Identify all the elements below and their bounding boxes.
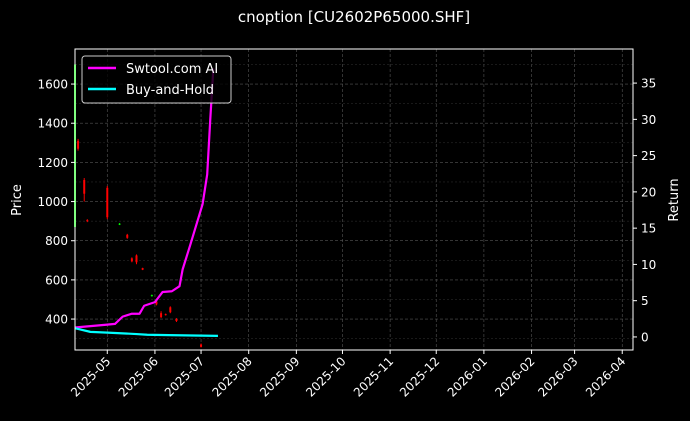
candle-body [106,187,109,218]
grid [75,49,633,350]
y2-tick-label: 30 [641,113,656,127]
x-tick-label: 2025-07 [162,354,207,399]
y-tick-label: 1400 [37,117,68,131]
y-axis-right: 0 5 10 15 20 25 30 35 [633,77,656,344]
x-axis: 2025-05 2025-06 2025-07 2025-08 2025-09 2025-… [68,350,628,400]
candle-body [155,301,158,305]
candle-body [164,314,167,316]
candle-body [83,180,86,194]
x-tick-label: 2025-08 [209,354,254,399]
y-tick-label: 1600 [37,78,68,92]
candle-body [200,344,203,347]
candle-body [175,319,178,322]
candle-body [135,255,138,263]
y2-tick-label: 35 [641,77,656,91]
legend: Swtool.com AI Buy-and-Hold [81,55,232,104]
y2-tick-label: 5 [641,294,649,308]
x-tick-label: 2026-02 [492,354,537,399]
candle-body [169,307,172,313]
x-tick-label: 2026-04 [583,354,628,399]
y2-tick-label: 15 [641,222,656,236]
x-tick-label: 2025-12 [397,354,442,399]
candle-body [150,295,153,297]
y2-tick-label: 10 [641,258,656,272]
series-line-strategy [74,68,215,329]
legend-label-strategy: Swtool.com AI [126,62,218,77]
x-tick-label: 2025-11 [351,354,396,399]
candles [74,62,203,348]
y2-tick-label: 0 [641,330,649,344]
x-tick-label: 2026-01 [445,354,490,399]
x-tick-label: 2025-06 [116,354,161,399]
x-tick-label: 2025-09 [257,354,302,399]
candle-body [86,220,89,222]
legend-label-buyhold: Buy-and-Hold [126,83,214,98]
chart-title: cnoption [CU2602P65000.SHF] [238,8,470,26]
x-tick-label: 2025-05 [68,354,113,399]
candle-body [126,234,129,238]
y-tick-label: 600 [45,273,68,287]
y2-axis-label: Return [667,178,682,221]
series-lines [74,68,218,337]
candle-body [77,140,80,149]
y2-tick-label: 25 [641,149,656,163]
candle-body [141,268,144,270]
candle-body [160,313,163,318]
plot-frame [74,48,634,351]
series-line-buy-and-hold [74,327,218,337]
candle-body [118,223,121,225]
y-tick-label: 400 [45,313,68,327]
y-axis-label: Price [10,184,25,216]
legend-box [81,55,232,104]
x-tick-label: 2026-03 [535,354,580,399]
y2-tick-label: 20 [641,185,656,199]
y-axis-left: 400 600 800 1000 1200 1400 1600 [37,78,75,327]
y-tick-label: 1000 [37,195,68,209]
y-tick-label: 800 [45,234,68,248]
candle-body [130,258,133,262]
y-tick-label: 1200 [37,156,68,170]
x-tick-label: 2025-10 [303,354,348,399]
